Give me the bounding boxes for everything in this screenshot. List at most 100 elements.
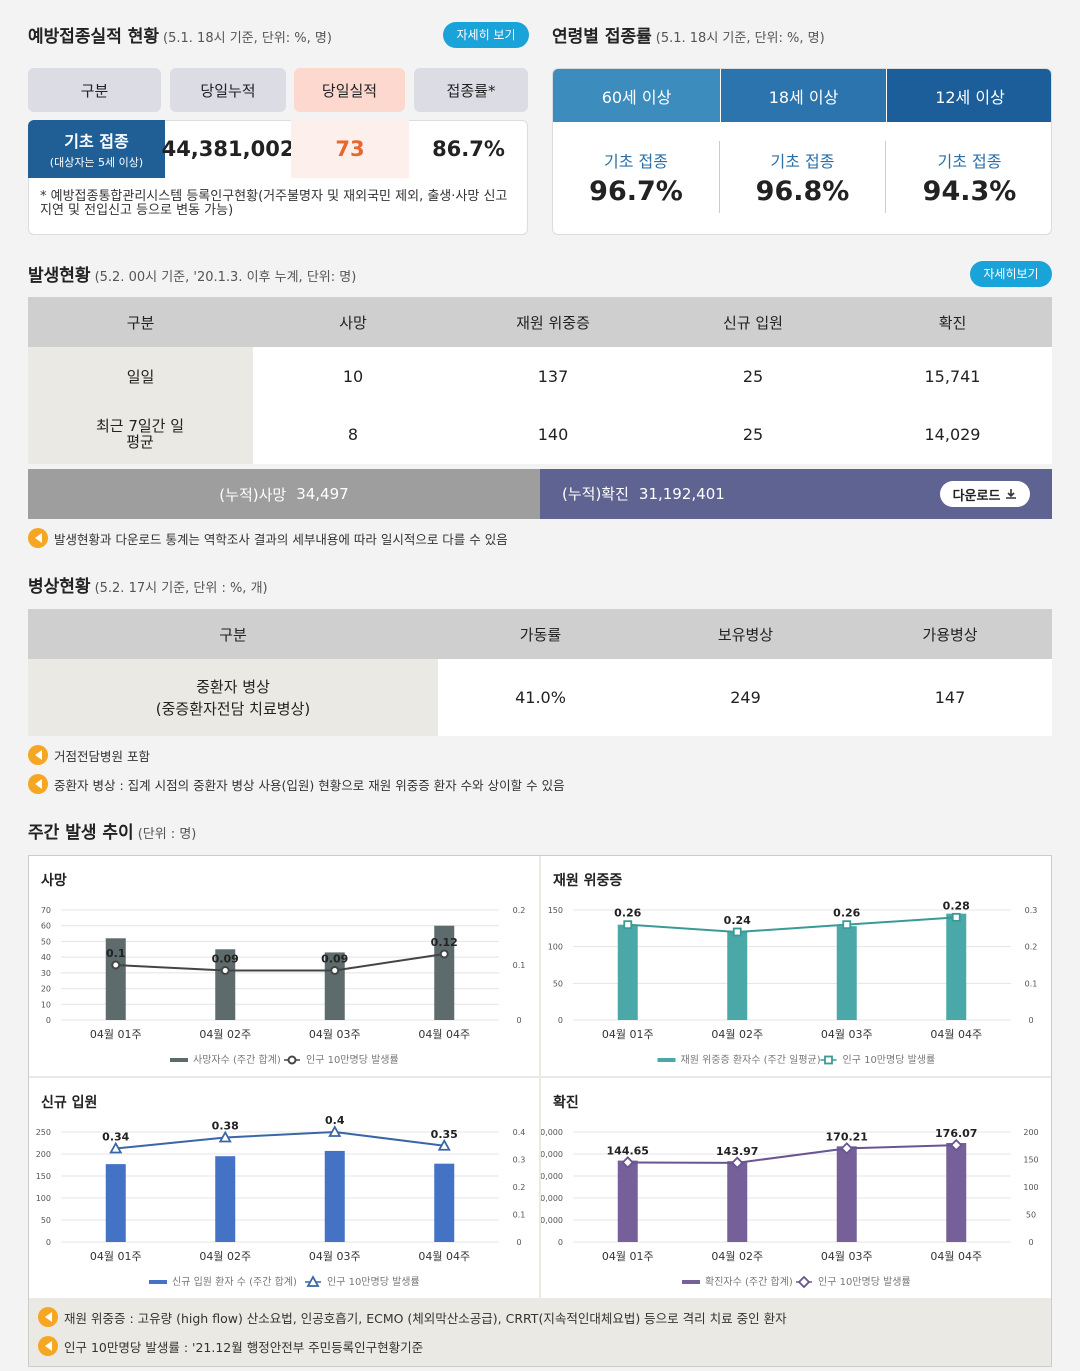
age-box: 60세 이상 18세 이상 12세 이상 기초 접종 96.7% 기초 접종 96.… (552, 68, 1052, 235)
bar (727, 1161, 748, 1242)
x-tick-label: 04월 04주 (418, 1028, 470, 1041)
legend-line-marker (824, 1055, 833, 1065)
legend-bar-label: 신규 입원 환자 수 (주간 합계) (172, 1275, 297, 1288)
x-tick-label: 04월 02주 (199, 1250, 251, 1263)
beds-header-available: 가용병상 (922, 625, 978, 644)
rate-point (109, 1141, 123, 1154)
data-label: 0.35 (431, 1128, 458, 1141)
bar (617, 924, 638, 1020)
speaker-icon (38, 1336, 58, 1356)
occ-more-button[interactable]: 자세히보기 (970, 261, 1052, 287)
legend-bar-swatch (657, 1058, 676, 1062)
beds-title: 병상현황 (5.2. 17시 기준, 단위 : %, 개) (28, 577, 268, 597)
age-cell-12: 기초 접종 94.3% (922, 151, 1017, 207)
weekly-note-1: 재원 위중증 : 고유량 (high flow) 산소요법, 인공호흡기, EC… (38, 1307, 787, 1327)
age-tab-18[interactable]: 18세 이상 (720, 69, 886, 122)
y-tick-label: 0 (46, 1238, 51, 1247)
y2-tick-label: 0.3 (513, 1156, 526, 1165)
y-tick-label: 20 (41, 985, 51, 994)
x-tick-label: 04월 04주 (930, 1250, 982, 1263)
occ-header-category: 구분 (126, 313, 155, 332)
data-label: 0.34 (102, 1131, 129, 1144)
rate-point (437, 1138, 451, 1151)
rate-point (730, 1156, 744, 1170)
bar (946, 913, 967, 1020)
vacc-more-button[interactable]: 자세히 보기 (443, 22, 529, 48)
bar (215, 949, 236, 1020)
occ-daily-admission: 25 (742, 366, 764, 386)
x-tick-label: 04월 02주 (711, 1250, 763, 1263)
y-tick-label: 70 (41, 906, 51, 915)
rate-line (115, 953, 445, 972)
vacc-daily: 73 (291, 120, 409, 178)
rate-line (627, 1144, 957, 1164)
data-label: 176.07 (935, 1127, 977, 1140)
rate-point (111, 960, 121, 970)
bar (324, 1150, 345, 1242)
rate-line (627, 916, 957, 934)
occ-avg-death: 8 (347, 424, 359, 444)
rate-point (218, 1130, 232, 1143)
x-tick-label: 04월 01주 (602, 1028, 654, 1041)
y-tick-label: 60 (41, 922, 51, 931)
chart-admission: 신규 입원 0 50 100 150 200 250 0 0.1 0.2 0.3 0.4 04월 01주… (29, 1078, 539, 1298)
legend-bar-label: 재원 위중증 환자수 (주간 일평균) (681, 1053, 821, 1066)
speaker-icon (28, 745, 48, 765)
legend-bar-swatch (170, 1058, 188, 1062)
age-tab-60[interactable]: 60세 이상 (553, 69, 720, 122)
y-tick-label: 200 (36, 1150, 51, 1159)
occ-header-row (28, 297, 1052, 347)
y-tick-label: 10 (41, 1000, 51, 1009)
data-label: 0.28 (943, 899, 970, 912)
y2-tick-label: 200 (1023, 1128, 1038, 1137)
beds-body (438, 659, 1052, 736)
occ-title: 발생현황 (5.2. 00시 기준, '20.1.3. 이후 누계, 단위: 명) (28, 266, 357, 286)
download-button[interactable]: 다운로드 (940, 481, 1030, 507)
rate-point (949, 1138, 963, 1152)
data-label: 0.12 (431, 936, 458, 949)
legend-bar-swatch (149, 1280, 167, 1284)
rate-point (439, 949, 449, 959)
occ-avg-confirmed: 14,029 (924, 424, 981, 444)
bar (836, 926, 857, 1020)
y-tick-label: 0 (558, 1238, 563, 1247)
y-tick-label: 0 (46, 1016, 51, 1025)
speaker-icon (28, 528, 48, 548)
y2-tick-label: 0 (516, 1238, 521, 1247)
vacc-header-rate: 접종률* (414, 68, 528, 112)
data-label: 0.09 (212, 953, 239, 966)
rate-line (115, 1130, 445, 1150)
age-tab-12[interactable]: 12세 이상 (886, 69, 1051, 122)
occ-cum-death: (누적)사망 34,497 (28, 469, 540, 519)
y2-tick-label: 0.1 (513, 1211, 526, 1220)
y2-tick-label: 0.2 (1025, 943, 1038, 952)
chart-confirmed: 확진020,00040,00060,00080,000100,000050100… (530, 1078, 1051, 1298)
occ-cum-confirmed: (누적)확진 31,192,401 (562, 485, 725, 503)
occ-header-confirmed: 확진 (938, 313, 967, 332)
download-icon (1006, 489, 1017, 499)
rate-point (842, 920, 852, 930)
legend-line-label: 인구 10만명당 발생률 (306, 1054, 399, 1066)
x-tick-label: 04월 03주 (821, 1250, 873, 1263)
y-tick-label: 0 (558, 1016, 563, 1025)
y2-tick-label: 0.2 (513, 906, 526, 915)
occ-daily-severe: 137 (537, 366, 569, 386)
bar (105, 1164, 126, 1242)
y2-tick-label: 100 (1023, 1183, 1038, 1192)
legend-line-label: 인구 10만명당 발생률 (327, 1276, 420, 1288)
data-label: 0.26 (833, 907, 860, 920)
vacc-cumulative: 44,381,002 (161, 137, 295, 161)
vacc-row-label: 기초 접종 (대상자는 5세 이상) (28, 120, 165, 178)
x-tick-label: 04월 02주 (711, 1028, 763, 1041)
y2-tick-label: 0 (516, 1016, 521, 1025)
rate-point (623, 920, 633, 930)
y-tick-label: 100 (548, 943, 563, 952)
beds-owned: 249 (730, 688, 761, 707)
legend-line-marker (306, 1275, 320, 1287)
x-tick-label: 04월 01주 (90, 1250, 142, 1263)
y-tick-label: 30 (41, 969, 51, 978)
y2-tick-label: 0 (1028, 1238, 1033, 1247)
beds-row-label: 중환자 병상 (중증환자전담 치료병상) (28, 659, 438, 736)
y-tick-label: 60,000 (541, 1172, 563, 1181)
legend-line-label: 인구 10만명당 발생률 (843, 1054, 936, 1066)
